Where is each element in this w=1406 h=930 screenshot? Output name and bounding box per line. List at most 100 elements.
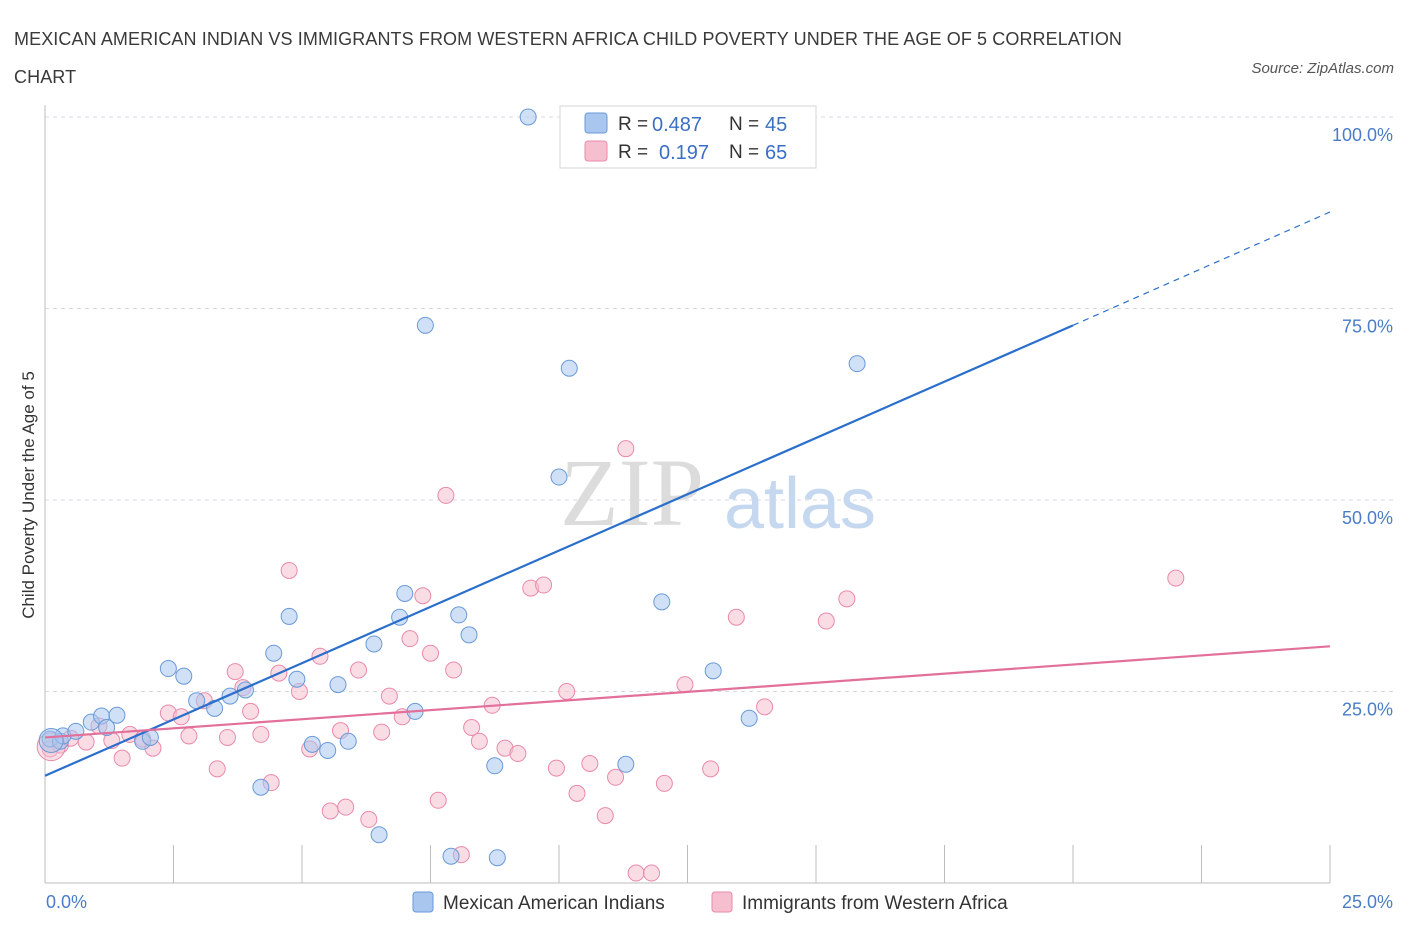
trend-line-mexican [44, 324, 1074, 777]
immigrants-point-48 [547, 759, 565, 777]
legend-r-label-1: R = [618, 114, 648, 135]
mexican-point-34 [519, 108, 537, 126]
bottom-legend-swatch-pink [711, 891, 733, 913]
mexican-point-20 [319, 741, 337, 759]
immigrants-point-54 [617, 440, 635, 458]
series-legend: Mexican American Indians Immigrants from… [412, 891, 1008, 914]
immigrants-point-6 [113, 749, 131, 767]
mexican-point-30 [450, 606, 468, 624]
legend-n-label-1: N = [729, 114, 759, 135]
y-axis-label: Child Poverty Under the Age of 5 [19, 371, 38, 619]
immigrants-point-58 [676, 676, 694, 694]
immigrants-point-62 [817, 612, 835, 630]
mexican-point-8 [98, 719, 116, 737]
immigrants-point-49 [558, 683, 576, 700]
mexican-cluster-point [38, 728, 64, 754]
immigrants-point-38 [437, 486, 455, 504]
mexican-point-41 [704, 662, 722, 680]
mexican-point-36 [560, 359, 578, 377]
immigrants-point-35 [414, 587, 432, 605]
y-tick-label-100: 100.0% [1332, 125, 1393, 145]
legend-swatch-pink [584, 140, 608, 162]
mexican-point-3 [67, 722, 85, 740]
stats-legend: R = 0.487 N = 45 R = 0.197 N = 65 [559, 105, 817, 169]
immigrants-point-45 [509, 745, 527, 763]
immigrants-point-28 [337, 798, 355, 816]
immigrants-point-50 [568, 784, 586, 802]
immigrants-point-63 [838, 590, 856, 608]
watermark-zip: ZIP [560, 439, 704, 546]
trend-line-immigrants [44, 645, 1331, 739]
source-label: Source: ZipAtlas.com [1251, 60, 1394, 77]
legend-n-value-1: 45 [765, 114, 787, 136]
legend-r-value-2: 0.197 [659, 142, 709, 164]
immigrants-point-57 [655, 774, 673, 792]
mexican-point-43 [848, 355, 866, 373]
mexican-point-35 [550, 468, 568, 486]
immigrants-point-34 [401, 630, 419, 648]
immigrants-point-47 [535, 576, 553, 594]
immigrants-point-26 [321, 802, 339, 820]
mexican-point-15 [252, 778, 270, 796]
immigrants-point-60 [727, 608, 745, 626]
bottom-legend-label-2: Immigrants from Western Africa [742, 893, 1008, 914]
mexican-point-31 [460, 626, 478, 644]
mexican-point-17 [280, 607, 298, 625]
immigrants-point-29 [350, 661, 368, 679]
mexican-point-21 [329, 676, 347, 694]
mexican-point-28 [416, 316, 434, 334]
chart-title: MEXICAN AMERICAN INDIAN VS IMMIGRANTS FR… [14, 29, 1123, 87]
immigrants-point-64 [1167, 569, 1185, 587]
y-tick-label-50: 50.0% [1342, 508, 1393, 528]
y-tick-label-75: 75.0% [1342, 317, 1393, 337]
x-tick-label-min: 0.0% [46, 892, 87, 912]
immigrants-point-22 [280, 561, 298, 579]
mexican-point-22 [339, 732, 357, 750]
mexican-point-9 [159, 660, 177, 678]
immigrants-point-37 [429, 791, 447, 809]
immigrants-point-52 [596, 807, 614, 825]
trend-lines [44, 211, 1331, 777]
legend-n-value-2: 65 [765, 142, 787, 164]
immigrants-point-42 [470, 732, 488, 750]
watermark: ZIP atlas [560, 439, 876, 546]
mexican-point-19 [303, 735, 321, 753]
legend-r-value-1: 0.487 [652, 114, 702, 136]
mexican-point-6 [108, 706, 126, 724]
immigrants-point-39 [445, 661, 463, 679]
mexican-point-40 [653, 593, 671, 611]
immigrants-point-59 [702, 760, 720, 778]
bottom-legend-label-1: Mexican American Indians [443, 893, 665, 914]
immigrants-point-31 [373, 723, 391, 741]
immigrants-point-18 [242, 702, 260, 720]
immigrants-point-56 [643, 864, 661, 882]
y-tick-labels: 25.0% 50.0% 75.0% 100.0% [1332, 125, 1393, 720]
immigrants-point-41 [463, 719, 481, 737]
mexican-point-10 [175, 667, 193, 685]
immigrants-point-36 [422, 644, 439, 662]
grid-lines [45, 116, 1395, 692]
trend-line-mexican-extension [1072, 211, 1331, 326]
immigrants-point-55 [627, 864, 645, 882]
mexican-point-24 [370, 826, 388, 844]
immigrants-point-30 [360, 810, 378, 828]
mexican-point-39 [617, 755, 635, 773]
mexican-point-16 [265, 644, 283, 662]
bottom-legend-swatch-blue [412, 891, 434, 913]
x-tick-label-max: 25.0% [1342, 892, 1393, 912]
legend-n-label-2: N = [729, 142, 759, 163]
mexican-point-33 [488, 849, 506, 867]
immigrants-point-53 [607, 768, 625, 786]
mexican-point-23 [365, 635, 383, 653]
immigrants-point-14 [208, 760, 226, 778]
immigrants-point-32 [380, 687, 398, 705]
mexican-point-18 [288, 670, 306, 688]
series-immigrants-points [36, 440, 1185, 882]
mexican-point-29 [442, 847, 460, 865]
mexican-point-42 [740, 709, 758, 727]
y-tick-label-25: 25.0% [1342, 700, 1393, 720]
mexican-point-26 [396, 584, 414, 602]
mexican-point-32 [486, 757, 504, 775]
legend-swatch-blue [584, 112, 608, 134]
